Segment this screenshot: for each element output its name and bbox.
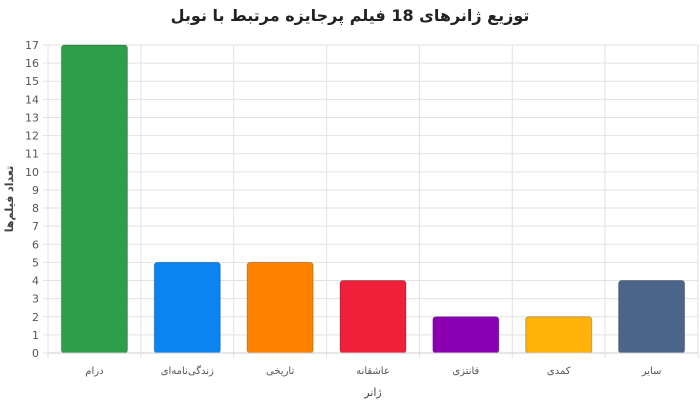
y-tick-label: 16	[25, 57, 39, 70]
y-tick-label: 6	[32, 238, 39, 251]
y-tick-label: 5	[32, 256, 39, 269]
y-tick-label: 14	[25, 93, 39, 106]
y-tick-label: 17	[25, 39, 39, 52]
bar-6	[618, 280, 686, 354]
y-tick-label: 3	[32, 293, 39, 306]
y-tick-label: 1	[32, 329, 39, 342]
bar-4	[432, 316, 500, 354]
bar-1	[153, 261, 221, 354]
chart-title: توزیع ژانرهای 18 فیلم پرجایزه مرتبط با ن…	[171, 6, 530, 26]
y-axis-label: تعداد فیلم‌ها	[3, 166, 16, 233]
y-tick-label: 0	[32, 347, 39, 360]
bar-5	[525, 316, 593, 354]
y-tick-label: 15	[25, 75, 39, 88]
y-tick-label: 11	[25, 148, 39, 161]
bar-2	[246, 261, 314, 354]
y-tick-label: 12	[25, 130, 39, 143]
x-tick-label: عاشقانه	[356, 366, 390, 377]
bar-0	[60, 44, 128, 354]
y-tick-label: 13	[25, 111, 39, 124]
y-tick-label: 4	[32, 275, 39, 288]
y-tick-label: 7	[32, 220, 39, 233]
y-tick-label: 9	[32, 184, 39, 197]
x-tick-label: زندگی‌نامه‌ای	[161, 365, 214, 377]
y-tick-label: 2	[32, 311, 39, 324]
x-tick-label: درام	[85, 366, 103, 377]
x-tick-label: فانتزی	[452, 366, 479, 377]
x-tick-label: تاریخی	[266, 366, 294, 377]
y-tick-label: 10	[25, 166, 39, 179]
bar-3	[339, 280, 407, 354]
x-tick-label: کمدی	[547, 366, 571, 377]
x-axis-label: ژانر	[363, 386, 382, 399]
x-tick-label: سایر	[641, 366, 662, 377]
y-tick-label: 8	[32, 202, 39, 215]
